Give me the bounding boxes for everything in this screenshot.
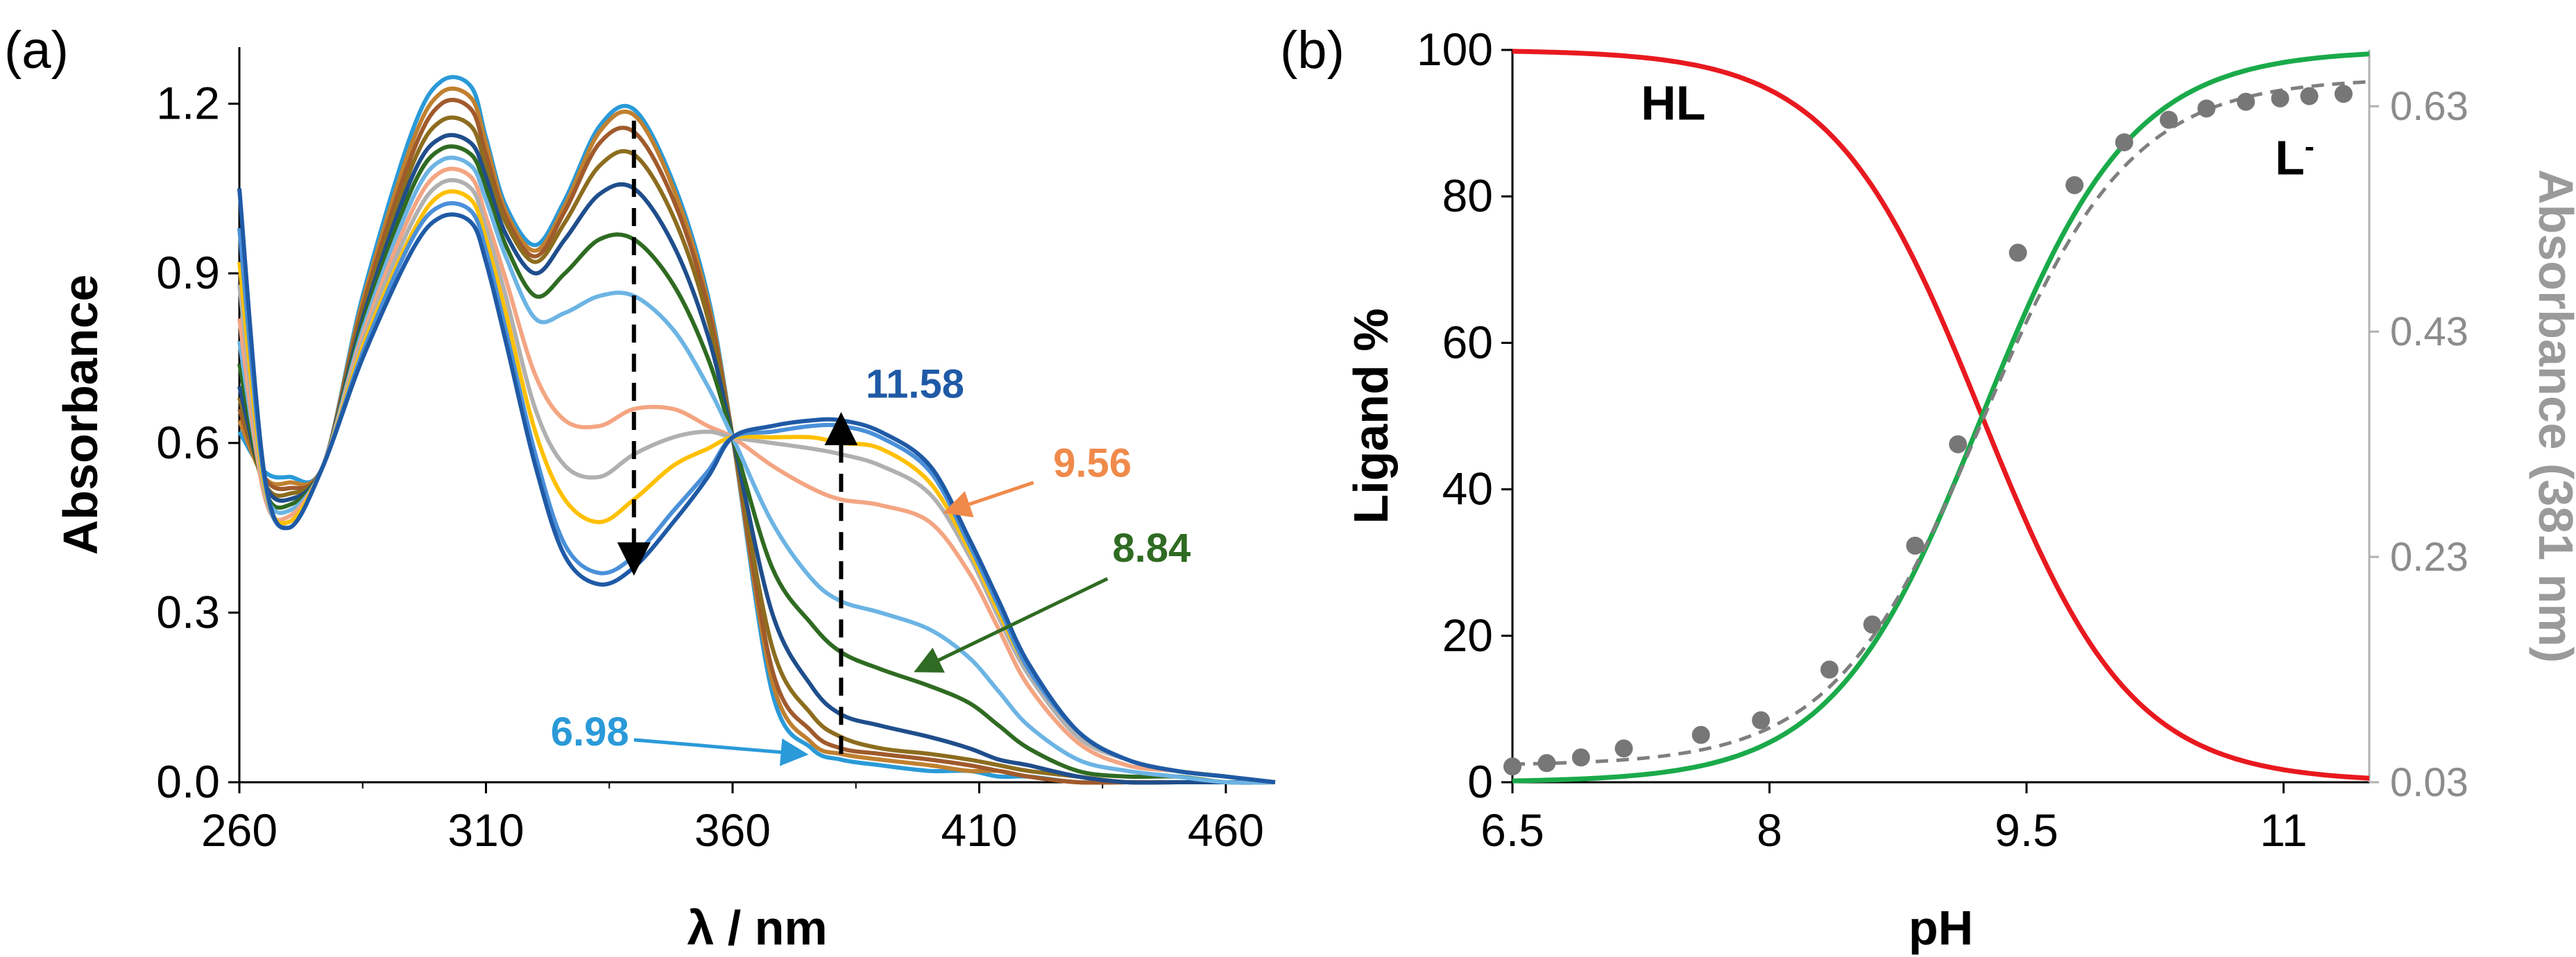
panel-a-ytick-label: 0.3	[156, 586, 220, 637]
panel-b-ytick-label: 20	[1442, 610, 1493, 661]
panel-b-data-point	[2271, 89, 2289, 107]
l-minus-label-base: L	[2275, 131, 2305, 185]
l-minus-label: L-	[2275, 130, 2314, 185]
panel-b-data-point	[1820, 660, 1839, 679]
panel-a-annotation-arrow-8.84	[914, 577, 1109, 673]
hl-label: HL	[1641, 76, 1705, 130]
panel-b-data-point	[1614, 739, 1633, 758]
panel-b-y2tick-label: 0.43	[2390, 309, 2468, 354]
panel-a-xtick-label: 360	[694, 804, 771, 856]
panel-b-data-point	[2300, 87, 2319, 105]
panel-a-ytick-label: 0.6	[156, 417, 220, 468]
panel-b-y2label: Absorbance (381 nm)	[2529, 169, 2576, 663]
panel-a-ytick-label: 1.2	[156, 78, 220, 129]
panel-b-data-point	[1863, 615, 1882, 634]
panel-a-series	[237, 75, 1276, 785]
panel-b-y2tick-label: 0.63	[2390, 84, 2468, 129]
panel-a-xtick-label: 260	[201, 804, 278, 856]
panel-a-annotation-11.58: 11.58	[866, 362, 964, 407]
panel-a-annotation-arrow-6.98	[633, 738, 809, 766]
panel-b-series	[1503, 49, 2370, 784]
panel-b-ytick-label: 40	[1442, 463, 1493, 515]
panel-b-axes: 0 20 40 60 80 100 6.5 8 9.5 11 0.03 0.23 0.43 0.63	[1417, 24, 2468, 856]
panel-a-annotations: 11.58 9.56 8.84 6.98	[551, 121, 1191, 766]
panel-a-xtick-label: 410	[941, 804, 1017, 856]
panel-b-data-point	[2008, 243, 2027, 262]
panel-b-xtick-label: 9.5	[1995, 804, 2058, 856]
panel-a-annotation-arrow-9.56	[943, 481, 1034, 517]
panel-a-axes: 0.0 0.3 0.6 0.9 1.2 260 310 360 410 460	[156, 47, 1275, 856]
panel-a-annotation-8.84: 8.84	[1112, 526, 1191, 571]
panel-a-spectrum-8.20	[237, 115, 1275, 785]
panel-b-data-point	[1752, 711, 1771, 730]
panel-b-data-point	[1503, 757, 1521, 776]
panel-a-xtick-label: 460	[1188, 804, 1264, 856]
panel-a-label: (a)	[4, 21, 69, 80]
panel-b-ytick-label: 100	[1417, 24, 1493, 75]
panel-b-data-point	[2334, 85, 2353, 103]
panel-a-annotation-6.98: 6.98	[551, 709, 629, 755]
panel-b-data-point	[1949, 435, 1968, 454]
panel-b-data-point	[1691, 725, 1710, 744]
panel-a-annotation-9.56: 9.56	[1053, 441, 1132, 486]
panel-a-ylabel: Absorbance	[53, 275, 108, 555]
panel-b-data-point	[1571, 748, 1590, 767]
panel-b-y2tick-label: 0.23	[2390, 535, 2468, 580]
panel-b-data-point	[2115, 133, 2133, 152]
panel-b-ytick-label: 60	[1442, 316, 1493, 368]
panel-b-xlabel: pH	[1909, 901, 1973, 955]
panel-b-series-fit	[1512, 80, 2370, 766]
panel-b-xtick-label: 11	[2260, 804, 2308, 856]
panel-b-y2tick-label: 0.03	[2390, 760, 2468, 805]
panel-a-ytick-label: 0.0	[156, 756, 220, 807]
panel-b-series-HL	[1512, 49, 2370, 781]
panel-b-ytick-label: 0	[1467, 756, 1493, 807]
l-minus-label-superscript: -	[2305, 130, 2314, 163]
panel-b-data-point	[1906, 536, 1925, 555]
panel-a-spectrum-7.80	[237, 98, 1275, 785]
panel-b-xtick-label: 8	[1757, 804, 1782, 856]
panel-b-data-point	[2197, 99, 2216, 118]
panel-a-spectrum-8.50	[237, 132, 1275, 785]
panel-b-data-point	[2160, 110, 2178, 129]
panel-a-ytick-label: 0.9	[156, 247, 220, 298]
panel-a-xtick-label: 310	[447, 804, 524, 856]
panel-b-ytick-label: 80	[1442, 170, 1493, 221]
panel-b-xtick-label: 6.5	[1481, 804, 1544, 856]
panel-b-data-point	[2237, 92, 2255, 111]
panel-a-xlabel: λ / nm	[687, 901, 827, 955]
panel-b-series-L-minus	[1512, 51, 2370, 784]
panel-b-label: (b)	[1280, 21, 1345, 80]
panel-b-data-point	[1537, 754, 1556, 773]
panel-b-data-point	[2065, 175, 2084, 194]
panel-b-ylabel: Ligand %	[1344, 308, 1398, 524]
